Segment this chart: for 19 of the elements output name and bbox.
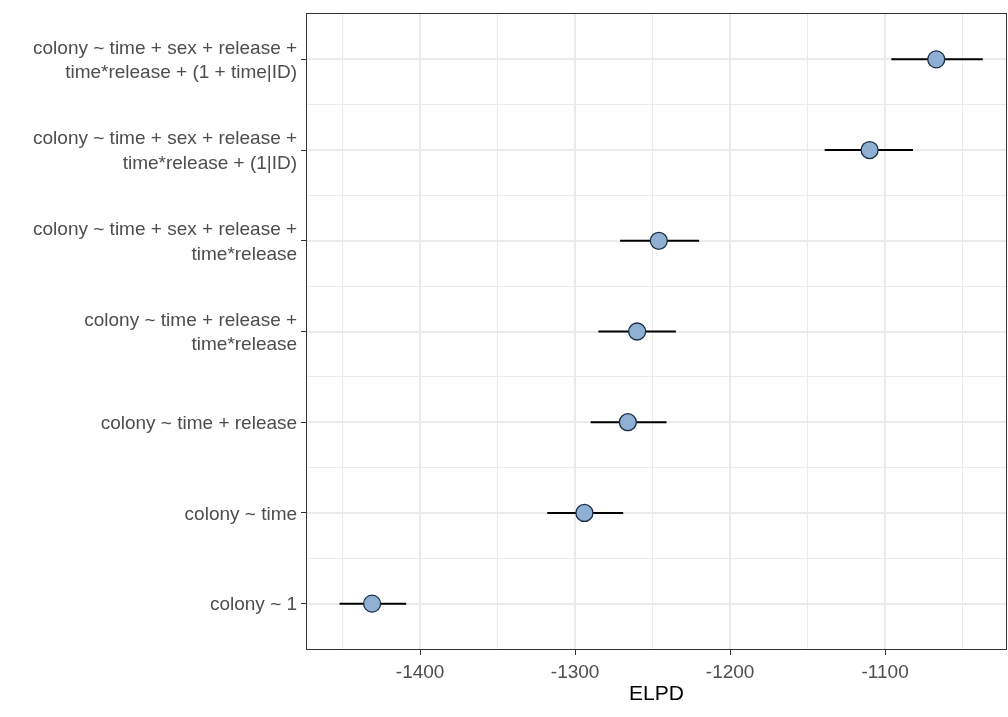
x-tick-label: -1300 bbox=[550, 660, 600, 682]
x-tick-label: -1100 bbox=[861, 660, 909, 682]
x-axis-title: ELPD bbox=[629, 681, 684, 705]
point bbox=[649, 231, 668, 250]
x-tick-label: -1200 bbox=[705, 660, 755, 682]
point bbox=[860, 140, 879, 160]
y-tick-label: colony ~ time + sex + release + time*release + (1 + time|ID) bbox=[33, 36, 298, 83]
x-tick-label: -1400 bbox=[395, 660, 445, 682]
point bbox=[927, 50, 946, 69]
point bbox=[575, 503, 594, 523]
y-tick-label: colony ~ time + release bbox=[100, 411, 298, 433]
point bbox=[627, 322, 647, 341]
y-tick-label: colony ~ 1 bbox=[209, 593, 298, 615]
y-tick-label: colony ~ time + release + time*release bbox=[84, 308, 298, 355]
y-tick-label: colony ~ time bbox=[184, 502, 298, 524]
y-tick-label: colony ~ time + sex + release + time*release + (1|ID) bbox=[33, 127, 298, 174]
point bbox=[362, 594, 382, 613]
y-tick-label: colony ~ time + sex + release + time*release bbox=[33, 218, 298, 264]
point bbox=[618, 413, 637, 432]
